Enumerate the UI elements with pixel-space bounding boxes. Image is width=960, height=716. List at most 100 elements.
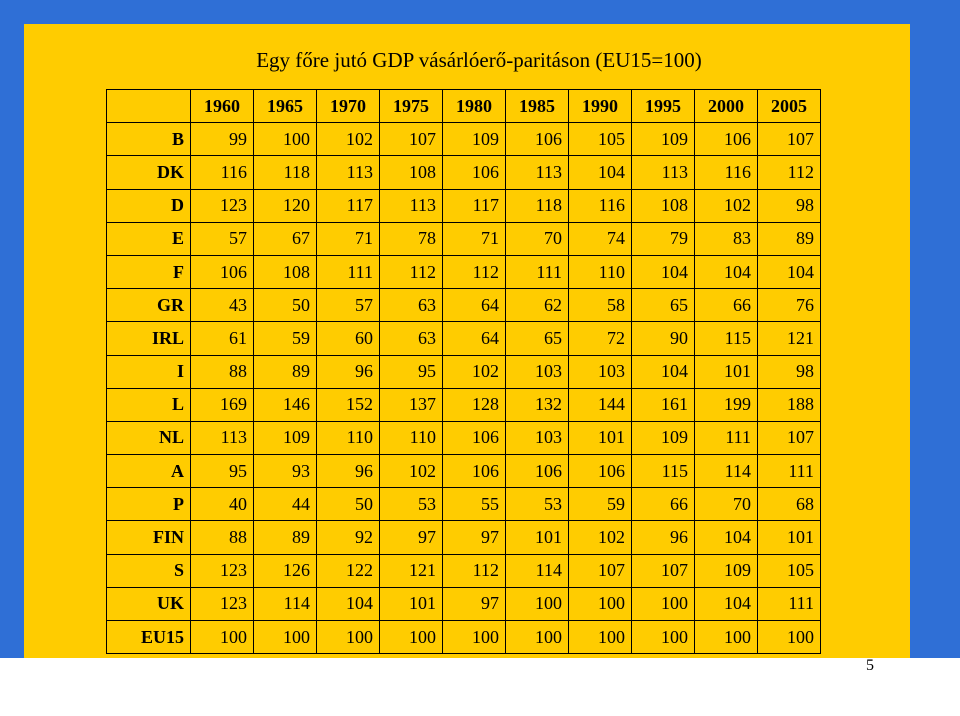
table-cell: 65 — [631, 288, 695, 323]
table-cell: 109 — [694, 553, 758, 588]
table-cell: 123 — [190, 553, 254, 588]
table-cell: 62 — [505, 288, 569, 323]
table-row: F 106 108 111 112 112 111 110 104 104 104 — [106, 254, 821, 290]
left-margin — [0, 0, 24, 716]
table-cell: 123 — [190, 188, 254, 223]
table-cell: 53 — [379, 487, 443, 522]
column-header-1985: 1985 — [505, 88, 569, 124]
table-cell: 116 — [568, 188, 632, 223]
table-row: E 57 67 71 78 71 70 74 79 83 89 — [106, 221, 821, 256]
table-cell: 146 — [253, 387, 317, 422]
table-cell: 101 — [505, 520, 569, 555]
table-cell: 112 — [379, 254, 443, 290]
table-cell: 114 — [505, 553, 569, 588]
row-label: P — [106, 487, 191, 522]
column-header-1960: 1960 — [190, 88, 254, 124]
table-cell: 65 — [505, 321, 569, 356]
table-cell: 89 — [253, 520, 317, 555]
table-cell: 113 — [379, 188, 443, 223]
table-cell: 64 — [442, 288, 506, 323]
row-label: DK — [106, 155, 191, 190]
row-label: UK — [106, 586, 191, 622]
table-cell: 144 — [568, 387, 632, 422]
table-cell: 106 — [190, 254, 254, 290]
table-cell: 106 — [694, 122, 758, 157]
table-cell: 100 — [568, 586, 632, 622]
row-label: E — [106, 221, 191, 256]
table-cell: 92 — [316, 520, 380, 555]
table-cell: 88 — [190, 520, 254, 555]
table-cell: 128 — [442, 387, 506, 422]
table-cell: 104 — [316, 586, 380, 622]
table-cell: 114 — [694, 454, 758, 489]
column-header-1965: 1965 — [253, 88, 317, 124]
row-label: IRL — [106, 321, 191, 356]
table-cell: 88 — [190, 354, 254, 389]
table-cell: 89 — [757, 221, 821, 256]
table-cell: 95 — [379, 354, 443, 389]
table-cell: 105 — [757, 553, 821, 588]
table-cell: 53 — [505, 487, 569, 522]
table-row: A 95 93 96 102 106 106 106 115 114 111 — [106, 454, 821, 489]
table-cell: 113 — [316, 155, 380, 190]
table-cell: 116 — [190, 155, 254, 190]
table-cell: 104 — [631, 354, 695, 389]
table-cell: 108 — [379, 155, 443, 190]
table-cell: 101 — [694, 354, 758, 389]
table-row: D 123 120 117 113 117 118 116 108 102 98 — [106, 188, 821, 223]
table-cell: 98 — [757, 188, 821, 223]
gdp-table: 1960 1965 1970 1975 1980 1985 1990 1995 2000 2005… — [106, 88, 821, 655]
table-row: EU15 100 100 100 100 100 100 100 100 100 100 — [106, 619, 821, 655]
row-label: L — [106, 387, 191, 422]
table-cell: 70 — [694, 487, 758, 522]
row-label: B — [106, 122, 191, 157]
table-cell: 110 — [379, 420, 443, 456]
table-cell: 67 — [253, 221, 317, 256]
table-cell: 50 — [316, 487, 380, 522]
table-cell: 123 — [190, 586, 254, 622]
table-row: FIN 88 89 92 97 97 101 102 96 104 101 — [106, 520, 821, 555]
table-cell: 115 — [694, 321, 758, 356]
table-cell: 61 — [190, 321, 254, 356]
table-cell: 100 — [316, 619, 380, 655]
table-cell: 106 — [568, 454, 632, 489]
table-cell: 169 — [190, 387, 254, 422]
table-cell: 188 — [757, 387, 821, 422]
table-cell: 106 — [442, 420, 506, 456]
table-cell: 111 — [694, 420, 758, 456]
table-cell: 66 — [631, 487, 695, 522]
column-header-1990: 1990 — [568, 88, 632, 124]
table-cell: 89 — [253, 354, 317, 389]
table-cell: 64 — [442, 321, 506, 356]
table-cell: 83 — [694, 221, 758, 256]
table-cell: 57 — [190, 221, 254, 256]
column-header-1980: 1980 — [442, 88, 506, 124]
table-cell: 118 — [505, 188, 569, 223]
table-cell: 95 — [190, 454, 254, 489]
header-row: 1960 1965 1970 1975 1980 1985 1990 1995 2000 2005 — [106, 88, 821, 124]
table-cell: 152 — [316, 387, 380, 422]
column-header-1975: 1975 — [379, 88, 443, 124]
table-cell: 79 — [631, 221, 695, 256]
table-cell: 101 — [757, 520, 821, 555]
table-cell: 102 — [379, 454, 443, 489]
table-cell: 121 — [757, 321, 821, 356]
table-cell: 98 — [757, 354, 821, 389]
table-cell: 43 — [190, 288, 254, 323]
table-cell: 100 — [379, 619, 443, 655]
table-row: S 123 126 122 121 112 114 107 107 109 105 — [106, 553, 821, 588]
table-cell: 57 — [316, 288, 380, 323]
table-cell: 78 — [379, 221, 443, 256]
table-cell: 102 — [568, 520, 632, 555]
table-cell: 100 — [694, 619, 758, 655]
table-cell: 100 — [631, 619, 695, 655]
table-cell: 112 — [757, 155, 821, 190]
table-cell: 59 — [253, 321, 317, 356]
table-row: UK 123 114 104 101 97 100 100 100 104 111 — [106, 586, 821, 622]
table-cell: 60 — [316, 321, 380, 356]
table-row: B 99 100 102 107 109 106 105 109 106 107 — [106, 122, 821, 157]
table-cell: 113 — [505, 155, 569, 190]
table-cell: 122 — [316, 553, 380, 588]
table-cell: 121 — [379, 553, 443, 588]
table-cell: 103 — [568, 354, 632, 389]
